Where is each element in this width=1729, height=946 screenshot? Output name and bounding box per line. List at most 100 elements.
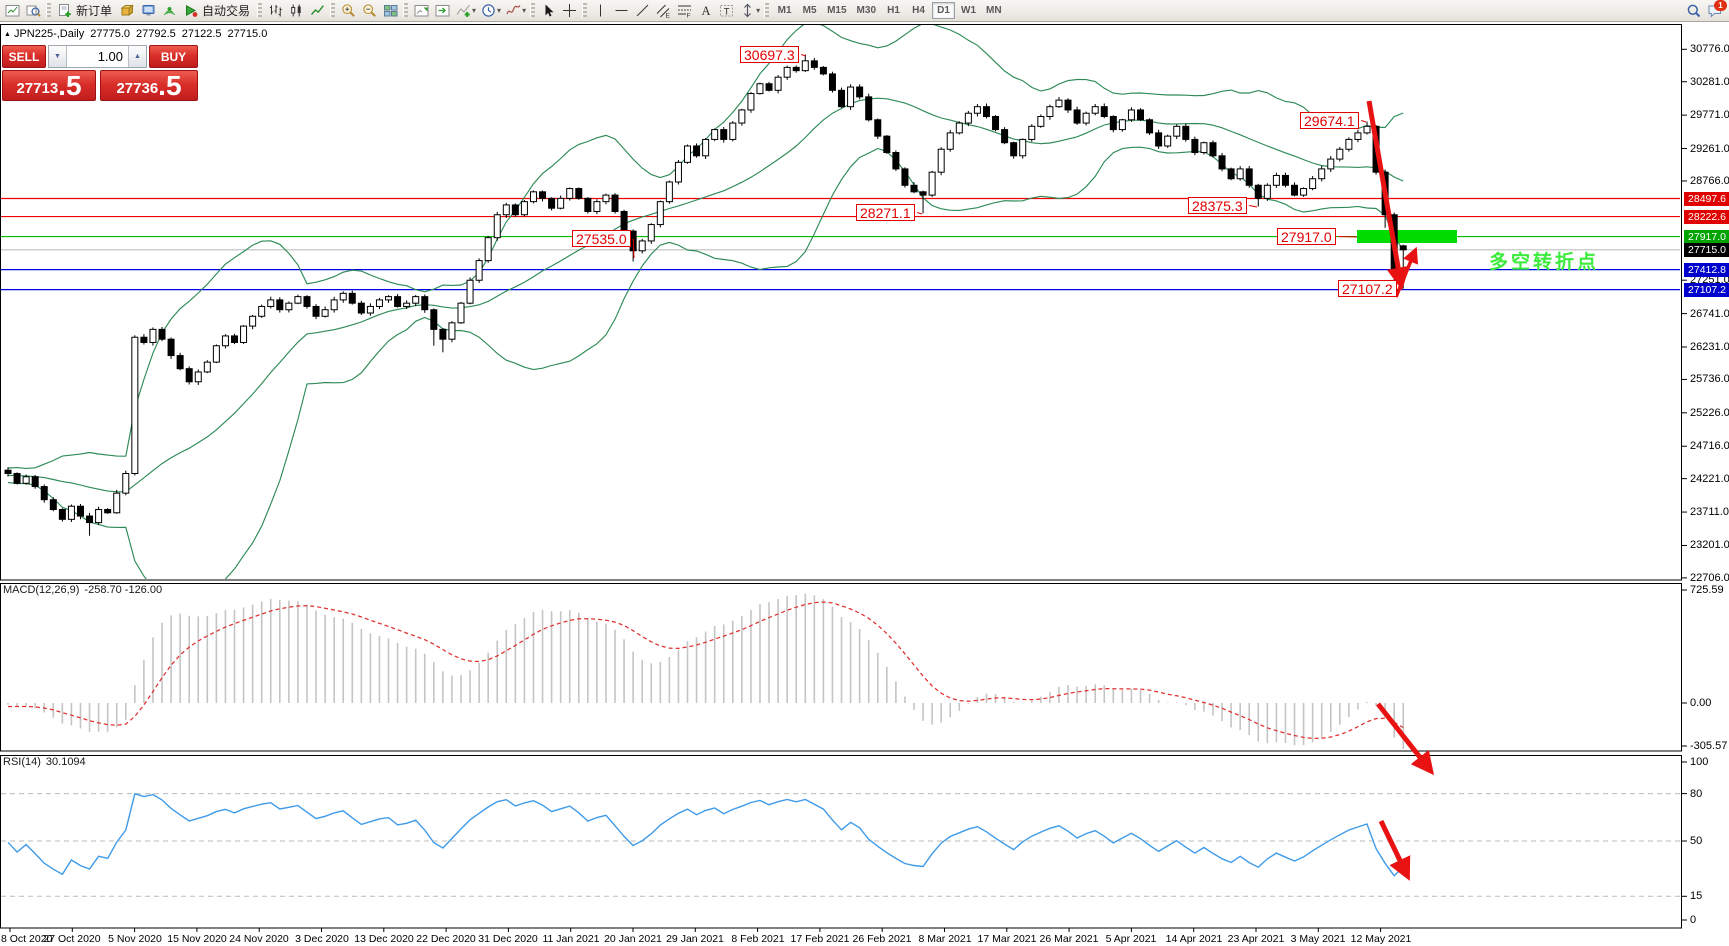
autotrade-icon[interactable] <box>180 1 201 21</box>
candle-body <box>385 296 393 301</box>
timeframe-button-m15[interactable]: M15 <box>827 5 847 16</box>
indicator-list-icon[interactable] <box>503 1 524 21</box>
chevron-down-icon[interactable]: ▾ <box>756 6 761 15</box>
candle-body <box>1173 125 1181 137</box>
pivot-zone-rectangle[interactable] <box>1357 230 1457 243</box>
candle-body <box>729 122 737 140</box>
toolbar-grip[interactable] <box>530 3 536 18</box>
text-label-icon[interactable]: T <box>716 1 737 21</box>
rsi-down-arrow[interactable] <box>1378 819 1411 881</box>
toolbar-grip[interactable] <box>257 3 263 18</box>
toolbar-grip[interactable] <box>46 3 51 18</box>
date-axis-label: 5 Apr 2021 <box>1105 933 1157 945</box>
collapse-triangle-icon[interactable]: ▲ <box>4 31 11 38</box>
callout-connector[interactable] <box>632 238 635 259</box>
candle-body <box>865 96 873 121</box>
price-crash-arrow[interactable] <box>1394 246 1419 298</box>
new-chart-icon[interactable] <box>2 1 23 21</box>
buy-price-button[interactable]: 27736.5 <box>100 70 198 101</box>
candle-body <box>656 201 664 226</box>
volume-input[interactable]: 1.00 <box>97 49 123 64</box>
chart-shift-icon[interactable] <box>432 1 453 21</box>
volume-decrease-button[interactable]: ▼ <box>49 46 67 67</box>
periods-clock-icon[interactable] <box>478 1 499 21</box>
candle-body <box>792 66 800 72</box>
candle-body <box>774 76 782 91</box>
fibonacci-icon[interactable]: F <box>674 1 695 21</box>
candle-body <box>1245 168 1253 186</box>
symbol-ohlc-line: ▲ JPN225-,Daily 27775.0 27792.5 27122.5 27715… <box>4 28 268 40</box>
arrows-shapes-icon[interactable] <box>737 1 758 21</box>
zoom-in-icon[interactable] <box>338 1 359 21</box>
price-axis-tick: 28766.0 <box>1690 175 1729 187</box>
trendline-icon[interactable] <box>632 1 653 21</box>
chevron-down-icon[interactable]: ▾ <box>522 6 527 15</box>
pivot-note-text[interactable]: 多空转折点 <box>1489 252 1600 273</box>
text-icon[interactable]: A <box>695 1 716 21</box>
timeframe-button-mn[interactable]: MN <box>986 5 1002 16</box>
bar-chart-icon[interactable] <box>265 1 286 21</box>
chevron-down-icon[interactable]: ▾ <box>497 6 502 15</box>
candle-body <box>158 328 166 340</box>
buy-button[interactable]: BUY <box>149 45 198 68</box>
signals-icon[interactable] <box>159 1 180 21</box>
candle-body <box>964 112 972 124</box>
timeframe-button-m1[interactable]: M1 <box>777 5 792 16</box>
timeframe-button-h4[interactable]: H4 <box>912 5 925 16</box>
toolbar-grip[interactable] <box>330 3 336 18</box>
market-watch-icon[interactable] <box>117 1 138 21</box>
equidistant-channel-icon[interactable]: E <box>653 1 674 21</box>
autotrade-button[interactable]: 自动交易 <box>202 4 251 18</box>
candle-body <box>928 171 936 196</box>
notification-badge: 1 <box>1714 0 1727 11</box>
search-icon[interactable] <box>1683 1 1704 21</box>
zoom-out-icon[interactable] <box>359 1 380 21</box>
candlestick-chart-icon[interactable] <box>286 1 307 21</box>
profiles-icon[interactable] <box>23 1 44 21</box>
timeframe-button-m30[interactable]: M30 <box>856 5 876 16</box>
new-order-icon[interactable] <box>54 1 75 21</box>
timeframe-button-h1[interactable]: H1 <box>887 5 900 16</box>
new-order-button[interactable]: 新订单 <box>76 4 113 18</box>
auto-arrange-icon[interactable] <box>411 1 432 21</box>
chat-icon[interactable]: 1 <box>1704 0 1727 21</box>
toolbar-grip[interactable] <box>582 3 588 18</box>
horizontal-line-icon[interactable] <box>611 1 632 21</box>
data-window-icon[interactable] <box>138 1 159 21</box>
crosshair-icon[interactable] <box>559 1 580 21</box>
line-chart-icon[interactable] <box>307 1 328 21</box>
callout-connector[interactable] <box>801 54 807 57</box>
main-chart-panel <box>0 24 1682 581</box>
price-callout[interactable]: 28375.3 <box>1188 197 1247 214</box>
toolbar-grip[interactable] <box>764 3 770 18</box>
sell-button[interactable]: SELL <box>2 45 46 68</box>
callout-connector[interactable] <box>1338 236 1358 238</box>
candle-body <box>285 302 293 311</box>
callout-connector[interactable] <box>1249 205 1258 208</box>
candle-body <box>502 204 510 216</box>
price-callout[interactable]: 29674.1 <box>1300 112 1359 129</box>
timeframe-button-w1[interactable]: W1 <box>961 5 976 16</box>
toolbar-grip[interactable] <box>403 3 409 18</box>
price-crash-arrow[interactable] <box>1366 100 1410 291</box>
price-callout[interactable]: 27535.0 <box>572 230 631 247</box>
sell-price-button[interactable]: 27713.5 <box>2 70 96 101</box>
candle-body <box>1281 174 1289 186</box>
price-callout[interactable]: 28271.1 <box>856 204 915 221</box>
volume-increase-button[interactable]: ▲ <box>128 46 146 67</box>
chevron-down-icon[interactable]: ▾ <box>472 6 477 15</box>
add-indicator-icon[interactable] <box>453 1 474 21</box>
rsi-axis-tick: 15 <box>1690 890 1703 902</box>
callout-connector[interactable] <box>917 212 923 215</box>
price-callout[interactable]: 27917.0 <box>1277 228 1336 245</box>
timeframe-button-m5[interactable]: M5 <box>802 5 817 16</box>
price-callout[interactable]: 30697.3 <box>740 46 799 63</box>
price-callout[interactable]: 27107.2 <box>1338 280 1397 297</box>
vertical-line-icon[interactable] <box>590 1 611 21</box>
tile-windows-icon[interactable] <box>380 1 401 21</box>
macd-down-arrow[interactable] <box>1376 702 1435 776</box>
cursor-icon[interactable] <box>538 1 559 21</box>
timeframe-button-d1[interactable]: D1 <box>932 2 955 19</box>
callout-connector[interactable] <box>1361 120 1367 123</box>
